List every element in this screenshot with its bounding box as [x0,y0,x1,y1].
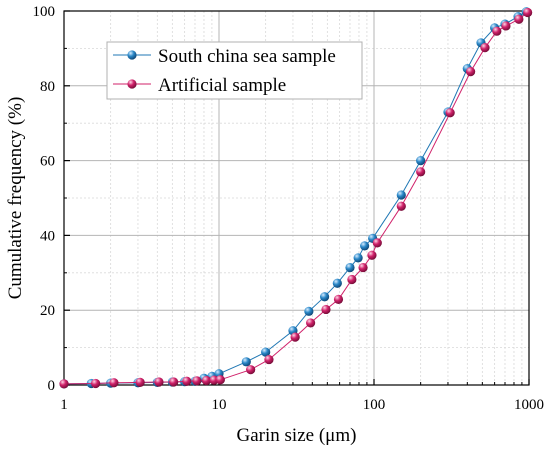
data-point-artificial [109,378,119,388]
data-point-artificial [523,7,533,18]
x-tick-label: 1000 [514,397,544,413]
data-point-south-china-sea [345,262,355,273]
data-point-south-china-sea [241,357,251,367]
data-point-artificial [246,365,256,375]
data-point-artificial [264,354,274,365]
data-point-artificial [333,294,344,304]
data-point-artificial [290,332,300,342]
axis-ticks: 1 10 100 1000 0 20 40 60 80 100 [33,4,545,413]
legend-label-south-china-sea: South china sea sample [158,46,336,67]
legend-marker-south-china-sea [127,50,137,60]
legend-label-artificial: Artificial sample [158,75,286,96]
data-point-south-china-sea [332,278,342,288]
data-point-artificial [135,377,145,387]
data-point-artificial [91,378,101,389]
data-point-artificial [347,274,357,285]
data-point-south-china-sea [261,347,271,357]
data-point-artificial [416,167,426,177]
legend-marker-artificial [127,79,137,89]
data-point-south-china-sea [353,253,363,263]
data-point-south-china-sea [360,241,370,251]
data-point-artificial [358,262,368,273]
data-point-artificial [445,108,455,118]
data-point-artificial [201,375,212,386]
data-point-artificial [492,26,502,36]
legend-box [106,41,363,100]
data-point-artificial [169,377,179,387]
data-point-artificial [480,43,490,53]
y-tick-label: 80 [40,79,55,95]
y-tick-label: 20 [40,303,55,319]
x-tick-label: 1 [60,397,68,413]
data-point-artificial [514,14,524,24]
x-axis-title: Garin size (μm) [237,425,357,446]
data-point-artificial [192,376,202,386]
y-tick-label: 0 [48,378,56,394]
x-tick-label: 100 [363,397,386,413]
data-series [59,7,533,389]
data-point-south-china-sea [396,190,406,200]
data-point-artificial [306,318,316,328]
data-point-south-china-sea [319,292,330,302]
x-tick-label: 10 [212,397,227,413]
data-point-artificial [321,304,331,315]
y-tick-label: 40 [40,228,55,244]
series-artificial [59,7,533,389]
y-axis-title: Cumulative frequency (%) [5,97,26,300]
data-point-artificial [59,379,69,389]
data-point-artificial [372,238,382,248]
data-point-artificial [182,376,192,386]
y-tick-label: 60 [40,154,55,170]
data-point-south-china-sea [416,156,426,166]
y-tick-label: 100 [33,4,56,20]
data-point-artificial [367,250,377,260]
data-point-south-china-sea [304,306,314,316]
data-point-artificial [466,66,476,77]
legend: South china sea sample Artificial sample [106,41,363,100]
data-point-artificial [396,201,406,211]
data-point-artificial [215,375,225,385]
data-point-artificial [501,21,511,31]
data-point-artificial [154,377,164,387]
